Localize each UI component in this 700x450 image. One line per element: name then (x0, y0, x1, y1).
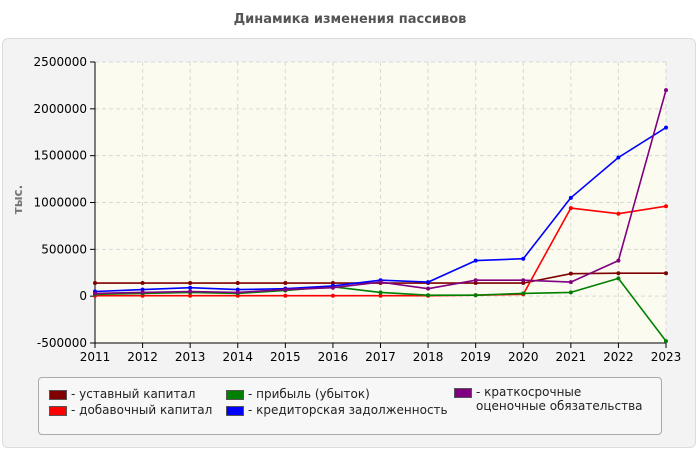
legend-item-kreditorskaya: - кредиторская задолженность (226, 403, 448, 417)
data-point (664, 88, 668, 93)
data-point (616, 258, 621, 263)
data-point (521, 278, 526, 283)
data-point (426, 280, 431, 285)
data-point (426, 293, 431, 298)
x-tick-label: 2019 (460, 350, 491, 364)
x-tick-label: 2014 (222, 350, 253, 364)
data-point (616, 276, 621, 281)
x-tick-label: 2023 (651, 350, 682, 364)
data-point (140, 281, 145, 286)
x-tick-label: 2016 (318, 350, 349, 364)
data-point (235, 287, 240, 292)
data-point (664, 271, 668, 276)
legend-label: - прибыль (убыток) (248, 387, 370, 401)
data-point (330, 285, 335, 290)
data-point (473, 281, 478, 286)
x-tick-label: 2013 (175, 350, 206, 364)
legend-label: - добавочный капитал (71, 403, 213, 417)
data-point (426, 286, 431, 291)
legend-label: - уставный капитал (71, 387, 196, 401)
legend-label: - краткосрочные оценочные обязательства (476, 385, 643, 413)
data-point (473, 293, 478, 298)
data-point (521, 281, 526, 286)
data-point (521, 291, 526, 296)
data-point (378, 293, 383, 298)
legend-swatch (49, 406, 67, 416)
y-tick-label: 1000000 (34, 196, 87, 210)
data-point (330, 293, 335, 298)
legend-item-kratkosrochnye: - краткосрочные оценочные обязательства (454, 385, 654, 413)
data-point (188, 285, 193, 290)
x-tick-label: 2022 (603, 350, 634, 364)
data-point (140, 290, 145, 295)
data-point (568, 206, 573, 211)
data-point (283, 293, 288, 298)
x-tick-label: 2017 (365, 350, 396, 364)
y-tick-label: 1500000 (34, 149, 87, 163)
series-lines (93, 88, 668, 344)
data-point (378, 280, 383, 285)
data-point (568, 271, 573, 276)
legend-item-dobavochny: - добавочный капитал (49, 403, 212, 417)
data-point (473, 258, 478, 263)
legend-swatch (226, 390, 244, 400)
data-point (140, 287, 145, 292)
y-tick-label: -500000 (37, 336, 87, 350)
y-axis-label: тыс. (11, 185, 25, 214)
x-tick-label: 2018 (413, 350, 444, 364)
data-point (93, 291, 97, 296)
data-point (616, 211, 621, 216)
data-point (188, 289, 193, 294)
y-tick-label: 2000000 (34, 102, 87, 116)
legend-item-ustavny: - уставный капитал (49, 387, 195, 401)
data-point (616, 271, 621, 276)
data-point (283, 281, 288, 286)
data-point (188, 293, 193, 298)
data-point (330, 281, 335, 286)
data-point (188, 281, 193, 286)
x-tick-label: 2015 (270, 350, 301, 364)
data-point (235, 281, 240, 286)
data-point (568, 280, 573, 285)
legend-swatch (226, 406, 244, 416)
legend-swatch (454, 388, 472, 398)
data-point (568, 195, 573, 200)
data-point (521, 256, 526, 261)
chart-title: Динамика изменения пассивов (233, 12, 467, 27)
data-point (568, 290, 573, 295)
data-point (283, 287, 288, 292)
x-tick-label: 2020 (508, 350, 539, 364)
data-point (473, 278, 478, 283)
legend: - уставный капитал - добавочный капитал … (38, 377, 662, 435)
data-point (664, 339, 668, 344)
data-point (378, 290, 383, 295)
data-point (235, 290, 240, 295)
x-tick-label: 2012 (127, 350, 158, 364)
legend-label: - кредиторская задолженность (248, 403, 448, 417)
y-tick-label: 2500000 (34, 55, 87, 69)
legend-swatch (49, 390, 67, 400)
y-tick-label: 500000 (41, 242, 87, 256)
data-point (616, 155, 621, 160)
x-tick-label: 2021 (556, 350, 587, 364)
axes: 2500000 2000000 1500000 1000000 500000 0 -5000… (34, 55, 682, 364)
data-point (664, 204, 668, 209)
x-tick-label: 2011 (80, 350, 111, 364)
data-point (93, 281, 97, 286)
y-tick-label: 0 (79, 289, 87, 303)
data-point (664, 125, 668, 130)
legend-item-pribyl: - прибыль (убыток) (226, 387, 370, 401)
